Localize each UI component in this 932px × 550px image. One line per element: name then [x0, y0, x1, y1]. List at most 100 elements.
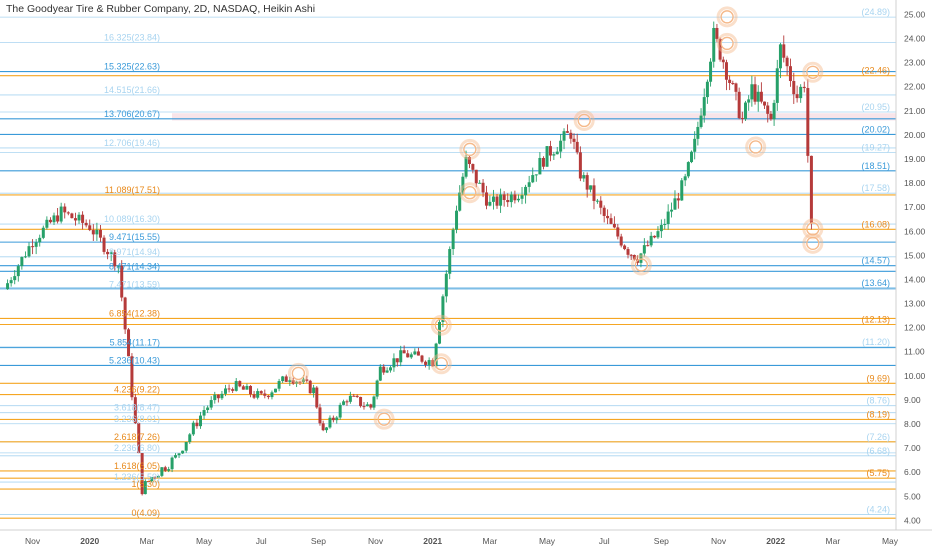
- y-tick-18: 22.00: [904, 82, 926, 92]
- circled-point-3: [434, 357, 448, 371]
- candle-body-24: [91, 230, 95, 235]
- x-tick-4: Jul: [256, 536, 267, 546]
- candle-body-149: [524, 186, 528, 196]
- y-tick-3: 7.00: [904, 443, 921, 453]
- candle-body-228: [785, 57, 789, 67]
- candle-body-190: [663, 223, 667, 225]
- candle-body-163: [572, 138, 576, 142]
- level-label-7: (16.08): [861, 219, 890, 229]
- level-label-13: (8.76): [866, 396, 890, 406]
- candle-body-75: [270, 392, 274, 398]
- candle-body-223: [769, 113, 773, 120]
- circled-point-13: [806, 236, 820, 251]
- candle-body-49: [177, 453, 181, 456]
- candle-body-108: [382, 366, 386, 373]
- candle-body-162: [569, 132, 573, 139]
- candle-body-138: [484, 192, 488, 206]
- level-label-5: (18.51): [861, 161, 890, 171]
- level-label-40: 1(5.30): [131, 479, 160, 489]
- candle-body-143: [502, 194, 506, 201]
- circled-point-5: [463, 142, 477, 157]
- level-label-25: 10.089(16.30): [104, 214, 160, 224]
- x-tick-7: 2021: [423, 536, 442, 546]
- candle-body-78: [281, 376, 285, 382]
- candle-body-148: [520, 195, 524, 199]
- candle-body-21: [81, 214, 85, 223]
- candle-body-140: [491, 196, 495, 202]
- candle-body-202: [702, 97, 706, 116]
- candle-body-200: [696, 126, 700, 139]
- circled-point-7: [634, 258, 649, 272]
- highlight-band-layer: [172, 113, 896, 121]
- y-tick-7: 11.00: [904, 347, 925, 357]
- candle-body-191: [666, 211, 670, 224]
- candle-body-29: [109, 252, 113, 255]
- candle-body-84: [301, 379, 305, 383]
- candle-body-168: [589, 185, 593, 190]
- chart-title: The Goodyear Tire & Rubber Company, 2D, …: [6, 3, 316, 15]
- candle-body-175: [612, 223, 616, 228]
- candle-body-150: [527, 182, 531, 187]
- y-tick-20: 24.00: [904, 34, 926, 44]
- x-tick-11: Sep: [654, 536, 669, 546]
- candle-body-79: [284, 376, 288, 382]
- candle-body-204: [709, 61, 713, 82]
- candle-body-174: [609, 218, 613, 224]
- candle-body-225: [775, 68, 779, 103]
- candle-body-111: [392, 358, 396, 368]
- candle-body-39: [143, 481, 147, 495]
- x-tick-13: 2022: [766, 536, 785, 546]
- candle-body-2: [13, 276, 17, 281]
- y-tick-5: 9.00: [904, 395, 921, 405]
- candle-body-137: [481, 182, 485, 193]
- candle-body-177: [619, 236, 623, 246]
- candle-body-71: [256, 391, 260, 398]
- candle-body-113: [399, 350, 403, 363]
- candle-body-131: [461, 176, 465, 193]
- candle-body-170: [595, 200, 599, 202]
- x-tick-5: Sep: [311, 536, 326, 546]
- candle-body-105: [372, 396, 376, 408]
- candle-body-4: [20, 257, 24, 267]
- candle-body-222: [766, 105, 770, 114]
- level-label-30: 6.854(12.38): [109, 308, 160, 318]
- level-label-0: (24.89): [861, 7, 890, 17]
- circled-point-1: [377, 412, 391, 426]
- level-label-28: 8.471(14.34): [109, 261, 160, 271]
- x-tick-8: Mar: [483, 536, 498, 546]
- candle-body-115: [406, 353, 410, 358]
- candle-body-192: [670, 209, 674, 212]
- circled-point-halo-9: [716, 32, 738, 54]
- level-label-33: 4.236(9.22): [114, 385, 160, 395]
- circled-point-12: [806, 222, 820, 236]
- candle-body-26: [98, 229, 102, 238]
- x-tick-10: Jul: [599, 536, 610, 546]
- candle-body-56: [202, 410, 206, 416]
- candle-body-48: [173, 455, 177, 458]
- candle-body-66: [238, 381, 242, 387]
- candle-body-134: [471, 164, 475, 170]
- candle-body-41: [150, 477, 154, 482]
- level-label-19: 16.325(23.84): [104, 32, 160, 42]
- candle-body-165: [578, 152, 582, 179]
- circled-point-0: [291, 366, 306, 381]
- candle-body-12: [48, 219, 52, 223]
- circled-point-halo-11: [802, 61, 824, 83]
- candle-body-158: [555, 151, 559, 155]
- candle-body-151: [531, 175, 535, 183]
- x-axis-panel: [0, 530, 932, 550]
- candle-body-226: [778, 44, 782, 69]
- x-tick-0: Nov: [25, 536, 41, 546]
- level-label-29: 7.471(13.59): [109, 279, 160, 289]
- candle-body-117: [413, 351, 417, 355]
- candle-body-230: [792, 81, 796, 95]
- candle-body-97: [345, 401, 349, 403]
- candle-body-169: [592, 185, 596, 201]
- y-tick-1: 5.00: [904, 491, 921, 501]
- level-label-8: (14.57): [861, 256, 890, 266]
- candle-body-109: [385, 370, 389, 373]
- circled-point-6: [577, 113, 591, 128]
- candle-body-90: [321, 423, 325, 431]
- candle-body-210: [728, 79, 732, 83]
- candle-body-234: [806, 88, 810, 156]
